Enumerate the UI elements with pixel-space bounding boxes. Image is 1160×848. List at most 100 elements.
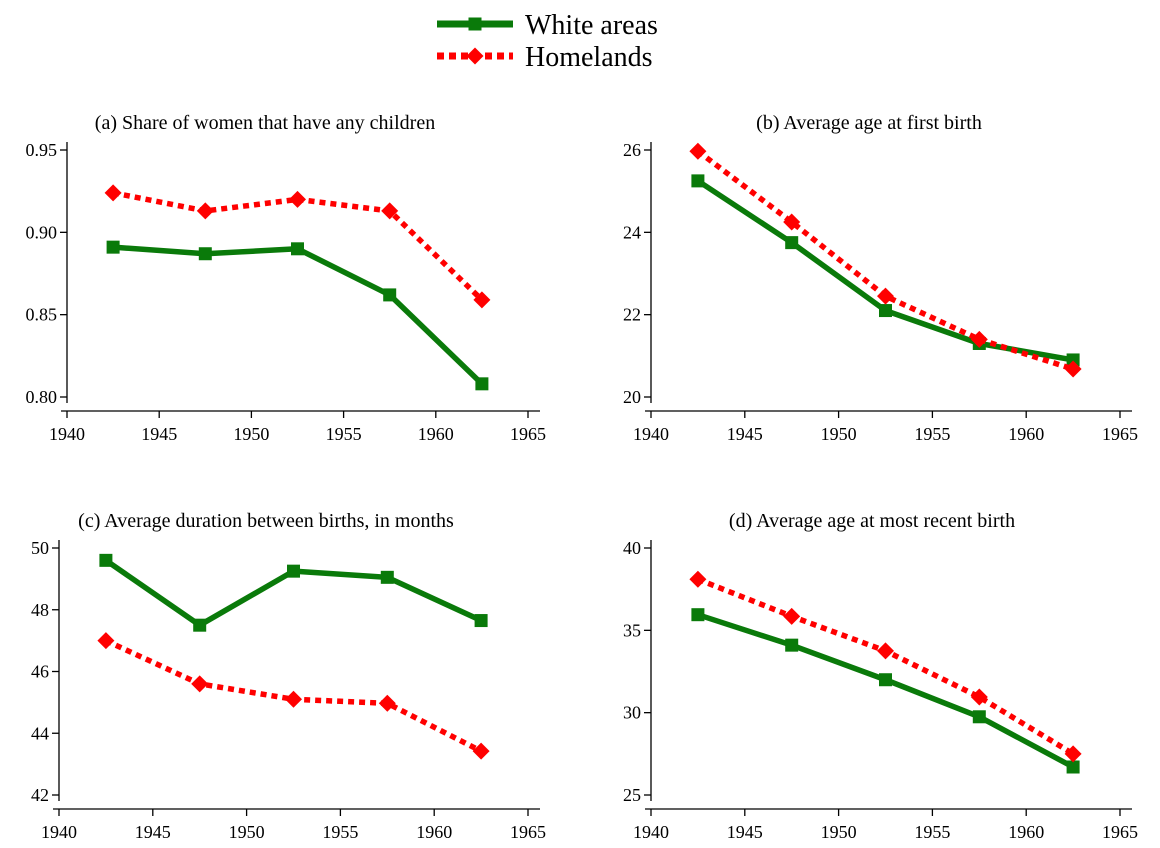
- data-point-square: [474, 614, 488, 628]
- series-line: [696, 149, 1074, 372]
- y-tick-label: 0.80: [26, 387, 58, 407]
- x-tick-label: 1950: [229, 822, 265, 842]
- data-point-square: [287, 564, 300, 578]
- y-tick-label: 50: [31, 538, 49, 558]
- data-point-square: [475, 377, 489, 391]
- x-tick-label: 1950: [233, 424, 269, 444]
- data-point-diamond: [289, 190, 306, 208]
- y-tick-label: 46: [31, 662, 49, 682]
- x-tick-label: 1945: [135, 822, 171, 842]
- x-tick-label: 1960: [1008, 424, 1044, 444]
- data-point-square: [193, 618, 207, 632]
- x-tick-label: 1960: [416, 822, 452, 842]
- x-tick-label: 1965: [1102, 424, 1138, 444]
- data-point-diamond: [1064, 745, 1082, 763]
- x-tick-label: 1955: [326, 424, 362, 444]
- data-point-diamond: [196, 202, 214, 220]
- data-point-square: [879, 673, 892, 687]
- series-line: [112, 190, 484, 302]
- panel-title: (b) Average age at first birth: [756, 112, 982, 134]
- y-tick-label: 0.90: [26, 222, 58, 242]
- x-tick-label: 1950: [821, 424, 857, 444]
- series-homelands: [689, 570, 1082, 763]
- series-white-areas: [691, 608, 1080, 774]
- series-white-areas: [106, 240, 489, 391]
- series-line: [112, 244, 484, 386]
- y-tick-label: 48: [31, 600, 49, 620]
- data-point-diamond: [783, 607, 801, 625]
- x-tick-label: 1960: [418, 424, 454, 444]
- panel-a: (a) Share of women that have any childre…: [26, 112, 547, 444]
- panel-d: (d) Average age at most recent birth 25 30…: [623, 510, 1138, 842]
- data-point-square: [1066, 760, 1080, 774]
- x-tick-label: 1950: [821, 822, 857, 842]
- series-homelands: [689, 142, 1082, 378]
- x-tick-label: 1960: [1008, 822, 1044, 842]
- series-line: [696, 576, 1075, 757]
- data-point-diamond: [381, 202, 399, 220]
- legend-marker-square: [468, 17, 482, 31]
- legend-label: White areas: [525, 10, 658, 41]
- data-point-diamond: [689, 142, 707, 160]
- data-point-diamond: [689, 570, 707, 588]
- x-tick-label: 1945: [727, 822, 763, 842]
- y-tick-label: 20: [623, 387, 641, 407]
- data-point-diamond: [970, 330, 988, 348]
- data-point-diamond: [191, 675, 209, 693]
- data-point-square: [785, 638, 799, 652]
- y-tick-label: 42: [31, 785, 49, 805]
- x-tick-label: 1940: [41, 822, 77, 842]
- x-tick-label: 1965: [510, 424, 546, 444]
- panel-title: (d) Average age at most recent birth: [729, 510, 1015, 532]
- y-tick-label: 24: [623, 222, 641, 242]
- y-tick-label: 0.85: [26, 305, 58, 325]
- panels: (a) Share of women that have any childre…: [26, 112, 1139, 842]
- data-point-diamond: [378, 694, 396, 712]
- data-point-square: [291, 242, 304, 256]
- legend-marker-diamond: [466, 47, 484, 65]
- y-tick-label: 26: [623, 140, 641, 160]
- data-point-diamond: [970, 688, 988, 706]
- y-tick-label: 22: [623, 305, 641, 325]
- x-tick-label: 1940: [633, 424, 669, 444]
- series-white-areas: [691, 174, 1080, 367]
- data-point-diamond: [877, 642, 894, 660]
- data-point-square: [106, 240, 120, 254]
- series-white-areas: [99, 553, 488, 632]
- data-point-square: [972, 710, 986, 724]
- series-homelands: [104, 184, 491, 309]
- series-homelands: [97, 632, 490, 760]
- data-point-diamond: [473, 291, 491, 309]
- x-tick-label: 1940: [49, 424, 85, 444]
- y-tick-label: 30: [623, 703, 641, 723]
- data-point-diamond: [472, 742, 490, 760]
- data-point-square: [198, 247, 212, 261]
- data-point-diamond: [97, 632, 115, 650]
- series-line: [696, 178, 1074, 363]
- y-tick-label: 40: [623, 538, 641, 558]
- y-tick-label: 25: [623, 785, 641, 805]
- legend-label: Homelands: [525, 42, 653, 73]
- x-tick-label: 1955: [322, 822, 358, 842]
- x-tick-label: 1940: [633, 822, 669, 842]
- data-point-square: [99, 553, 113, 567]
- x-tick-label: 1965: [510, 822, 546, 842]
- x-tick-label: 1965: [1102, 822, 1138, 842]
- data-point-square: [879, 304, 892, 318]
- panel-title: (c) Average duration between births, in …: [78, 510, 454, 532]
- data-point-diamond: [104, 184, 122, 202]
- y-tick-label: 35: [623, 620, 641, 640]
- data-point-diamond: [877, 287, 894, 305]
- y-tick-label: 44: [31, 723, 49, 743]
- data-point-square: [1066, 353, 1080, 367]
- data-point-diamond: [285, 690, 302, 708]
- y-tick-label: 0.95: [26, 140, 58, 160]
- x-tick-label: 1945: [727, 424, 763, 444]
- data-point-square: [383, 288, 397, 302]
- x-tick-label: 1955: [914, 424, 950, 444]
- series-line: [697, 612, 1075, 770]
- data-point-square: [785, 236, 799, 250]
- panel-c: (c) Average duration between births, in …: [31, 510, 546, 842]
